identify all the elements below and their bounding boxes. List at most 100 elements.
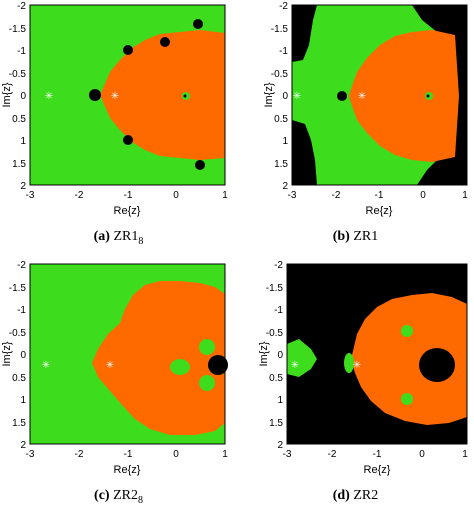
- black-region: [292, 5, 317, 62]
- xtick: -2: [75, 449, 84, 460]
- green-spot: [199, 375, 215, 391]
- caption-letter: (d): [332, 488, 350, 503]
- ytick: 1.5: [269, 418, 283, 429]
- ytick: 0: [20, 350, 26, 361]
- root-marker: ✳: [293, 91, 301, 102]
- ytick: -2: [17, 1, 26, 12]
- ytick: -1: [279, 46, 288, 57]
- caption-letter: (a): [93, 229, 110, 244]
- ytick: -2: [274, 260, 283, 271]
- caption-a: (a) ZR18: [0, 229, 237, 247]
- caption-subscript: 8: [137, 494, 143, 506]
- xtick: 1: [222, 190, 228, 201]
- ytick: 0: [20, 91, 26, 102]
- ytick: -1.5: [271, 24, 289, 35]
- root-marker: ✳: [291, 360, 299, 371]
- basin-plot-c: ✳ ✳ -2 -1.5 -1 -0.5 0 0.5 1 1.5 2 -3 -2 …: [1, 260, 228, 476]
- plot-frame: [29, 263, 226, 445]
- basin-plot-d: ✳ ✳ -2 -1.5 -1 -0.5 0 0.5 1 1.5 2 -3 -2 …: [258, 260, 468, 476]
- ytick: 0.5: [274, 114, 288, 125]
- ytick: 1: [277, 395, 283, 406]
- ytick: 1.5: [274, 159, 288, 170]
- caption-label: ZR2: [113, 488, 138, 503]
- ytick: 0.5: [269, 373, 283, 384]
- xtick: -3: [26, 449, 35, 460]
- green-spot: [401, 325, 413, 337]
- orange-basin: [100, 30, 225, 160]
- black-bulb: [208, 355, 228, 375]
- ytick: 1: [20, 136, 26, 147]
- ytick: 1.5: [12, 418, 26, 429]
- panel-c: ✳ ✳ -2 -1.5 -1 -0.5 0 0.5 1 1.5 2 -3 -2 …: [0, 259, 237, 518]
- caption-b: (b) ZR1: [237, 229, 474, 245]
- black-bulb: [123, 135, 133, 145]
- xtick: 1: [222, 449, 228, 460]
- xtick: -3: [26, 190, 35, 201]
- xtick: 0: [173, 449, 179, 460]
- green-region: [287, 339, 317, 377]
- xtick: -2: [332, 190, 341, 201]
- plot-frame: [286, 263, 468, 445]
- caption-letter: (b): [332, 229, 350, 244]
- orange-basin: [351, 293, 467, 425]
- black-bulb: [337, 91, 347, 101]
- ytick: -2: [279, 1, 288, 12]
- root-marker: ✳: [42, 360, 50, 371]
- xtick: -1: [375, 190, 384, 201]
- ytick: -0.5: [271, 69, 289, 80]
- root-marker: ✳: [45, 91, 53, 102]
- black-bulb: [160, 37, 170, 47]
- green-spot: [401, 393, 413, 405]
- ytick: 0.5: [12, 114, 26, 125]
- x-axis-label: Re{z}: [364, 464, 391, 476]
- black-bulb: [89, 89, 101, 101]
- y-axis-label: Im{z}: [1, 82, 13, 107]
- xtick: 0: [173, 190, 179, 201]
- ytick: -1.5: [9, 283, 27, 294]
- x-axis-label: Re{z}: [114, 205, 141, 217]
- ytick: 1: [20, 395, 26, 406]
- ytick: 2: [282, 181, 288, 192]
- panel-b: ✳ ✳ -2 -1.5 -1 -0.5 0 0.5 1 1.5 2 -3 -2 …: [237, 0, 474, 259]
- root-marker: ✳: [358, 91, 366, 102]
- root-marker: ✳: [111, 91, 119, 102]
- plot-frame: [29, 4, 226, 186]
- xtick: -1: [124, 190, 133, 201]
- ytick: -1: [17, 305, 26, 316]
- y-axis-label: Im{z}: [263, 82, 275, 107]
- black-region: [292, 120, 317, 185]
- caption-subscript: 8: [138, 235, 144, 247]
- x-axis-label: Re{z}: [366, 205, 393, 217]
- black-dot: [426, 94, 430, 98]
- xtick: 1: [462, 449, 468, 460]
- x-axis-label: Re{z}: [114, 464, 141, 476]
- ytick: -0.5: [9, 69, 27, 80]
- xtick: 1: [462, 190, 468, 201]
- ytick: 2: [20, 181, 26, 192]
- ytick: 2: [20, 440, 26, 451]
- xtick: -3: [288, 190, 297, 201]
- ytick: -1: [274, 305, 283, 316]
- xtick: -1: [124, 449, 133, 460]
- ytick: -2: [17, 260, 26, 271]
- green-spot: [344, 353, 354, 373]
- panel-d: ✳ ✳ -2 -1.5 -1 -0.5 0 0.5 1 1.5 2 -3 -2 …: [237, 259, 474, 518]
- xtick: -2: [328, 449, 337, 460]
- black-dot: [183, 94, 187, 98]
- caption-c: (c) ZR28: [0, 488, 237, 506]
- ytick: 1: [282, 136, 288, 147]
- basin-plot-b: ✳ ✳ -2 -1.5 -1 -0.5 0 0.5 1 1.5 2 -3 -2 …: [263, 1, 468, 217]
- y-axis-label: Im{z}: [258, 341, 270, 366]
- black-bulb: [419, 348, 455, 382]
- xtick: 0: [420, 190, 426, 201]
- orange-basin: [92, 281, 225, 435]
- ytick: 1.5: [12, 159, 26, 170]
- root-marker: ✳: [106, 360, 114, 371]
- black-bulb: [193, 19, 203, 29]
- green-spot: [170, 359, 190, 375]
- xtick: -2: [75, 190, 84, 201]
- ytick: 0: [277, 350, 283, 361]
- xtick: 0: [419, 449, 425, 460]
- caption-label: ZR1: [113, 229, 139, 244]
- ytick: -1.5: [9, 24, 27, 35]
